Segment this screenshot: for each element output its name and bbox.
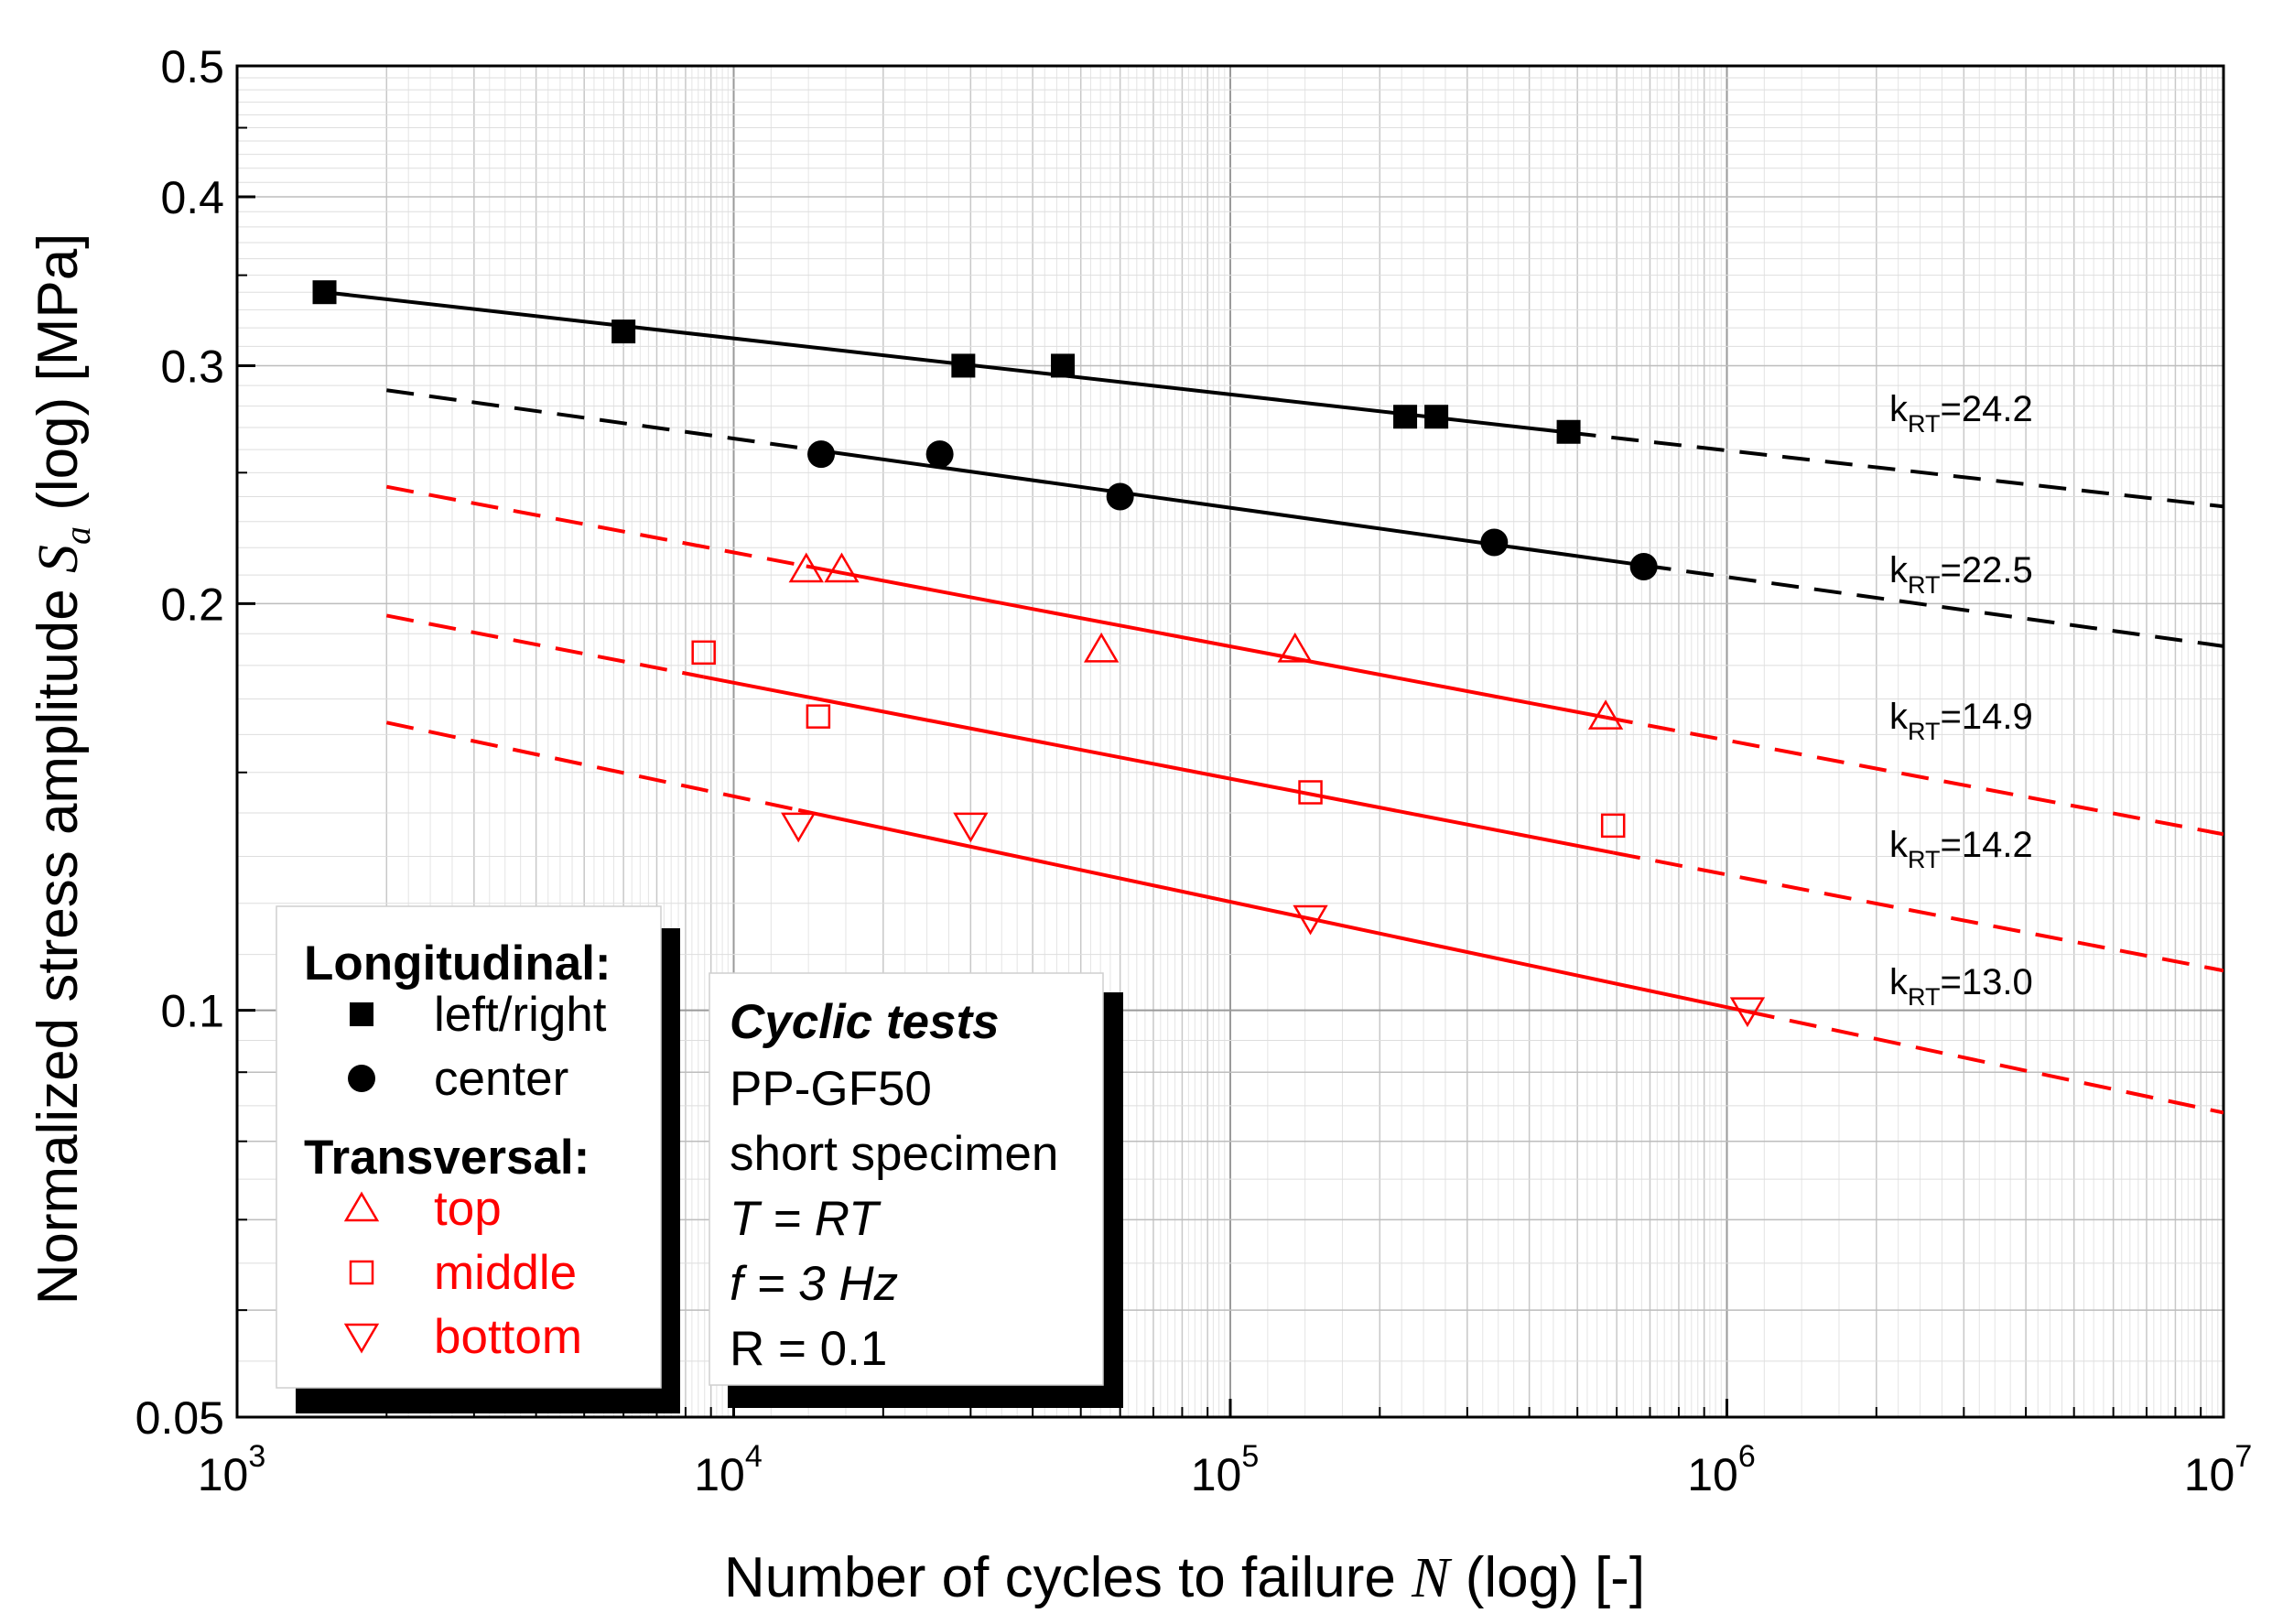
data-point [807,440,836,469]
data-point [1393,405,1418,429]
legend-entry: center [434,1052,568,1106]
info-line: f = 3 Hz [730,1257,898,1311]
legend-marker [348,1065,375,1092]
fit-line-solid [324,290,1569,435]
k-annotation: kRT=14.9 [1889,697,2033,745]
k-annotation: kRT=24.2 [1889,389,2033,438]
legend-marker [349,1260,374,1285]
fit-line-solid [703,675,1614,855]
legend-group-title: Longitudinal: [304,937,611,991]
fit-line-solid [797,807,1748,1013]
data-point [824,552,860,583]
y-axis-title: Normalized stress amplitude Sa (log) [MP… [27,233,98,1305]
data-point [806,704,831,729]
data-point [312,280,337,305]
fit-line-dashed [1747,1010,2223,1115]
data-point [1629,552,1658,580]
axis-ticks: 103 104 105 106 107 0.05 0.1 0.2 0.3 0.4 0.5 [135,41,2253,1500]
legend-box [276,905,662,1389]
x-tick-label: 107 [2184,1439,2253,1500]
legend-marker [350,1002,373,1026]
legend: Longitudinal:left/right center Transversal… [276,905,680,1413]
x-tick-label: 105 [1191,1439,1260,1500]
data-point [1729,997,1766,1028]
info-title: Cyclic tests [730,995,1000,1049]
data-point [1083,632,1120,663]
fit-line-solid [806,564,1607,720]
data-point [1277,632,1313,663]
info-box-content: Cyclic tests PP-GF50 short specimen T = RT f… [730,995,1058,1376]
fit-line-dashed [1643,563,2223,648]
x-tick-label: 106 [1687,1439,1756,1500]
legend-entry: top [434,1182,502,1236]
data-point [1600,813,1626,839]
fit-line-dashed [1605,715,2223,837]
info-box: Cyclic tests PP-GF50 short specimen T = RT f… [709,972,1123,1408]
legend-entry: left/right [434,988,607,1042]
legend-entry: bottom [434,1310,582,1364]
data-point [691,640,716,666]
k-annotation: kRT=14.2 [1889,825,2033,873]
data-point [1293,904,1328,936]
fit-line-dashed [385,720,799,812]
k-annotation: kRT=13.0 [1889,962,2033,1011]
y-tick-label: 0.3 [160,341,224,392]
fit-line-dashed [385,484,807,568]
fit-lines [324,290,2223,1115]
info-line: R = 0.1 [730,1322,887,1376]
data-point [781,812,817,843]
data-point [1587,699,1624,730]
y-tick-label: 0.4 [160,172,224,223]
fit-line-dashed [1612,850,2223,973]
y-tick-label: 0.1 [160,986,224,1037]
info-line: PP-GF50 [730,1062,932,1116]
data-point [1424,405,1449,429]
x-axis-title: Number of cycles to failure N (log) [-] [724,1546,1645,1609]
info-line: short specimen [730,1127,1058,1181]
y-tick-label: 0.2 [160,579,224,630]
k-annotation: kRT=22.5 [1889,550,2033,599]
info-box-frame [709,972,1104,1386]
fit-line-dashed [386,388,822,453]
data-point [925,440,954,469]
data-points [312,280,1766,1028]
info-line: T = RT [730,1192,882,1246]
data-point [1051,353,1076,378]
k-annotations: kRT=24.2 kRT=22.5 kRT=14.9 kRT=14.2 kRT=13.0 [1889,389,2033,1011]
fit-line-solid [820,449,1644,568]
data-point [1556,419,1581,444]
data-point [951,353,976,378]
data-point [953,812,989,843]
data-point [1106,482,1134,511]
y-tick-label: 0.05 [135,1392,224,1444]
axis-labels: Number of cycles to failure N (log) [-] N… [27,233,1645,1609]
y-tick-label: 0.5 [160,41,224,92]
legend-marker [343,1191,380,1222]
fit-line-dashed [385,613,705,679]
legend-marker [343,1323,380,1354]
fit-line-dashed [1568,430,2223,509]
legend-group-title: Transversal: [304,1131,590,1185]
data-point [788,552,824,583]
data-point [1298,780,1323,805]
data-point [1480,528,1509,557]
data-point [611,319,636,344]
x-tick-label: 104 [694,1439,763,1500]
x-tick-label: 103 [198,1439,266,1500]
legend-entry: middle [434,1246,577,1300]
